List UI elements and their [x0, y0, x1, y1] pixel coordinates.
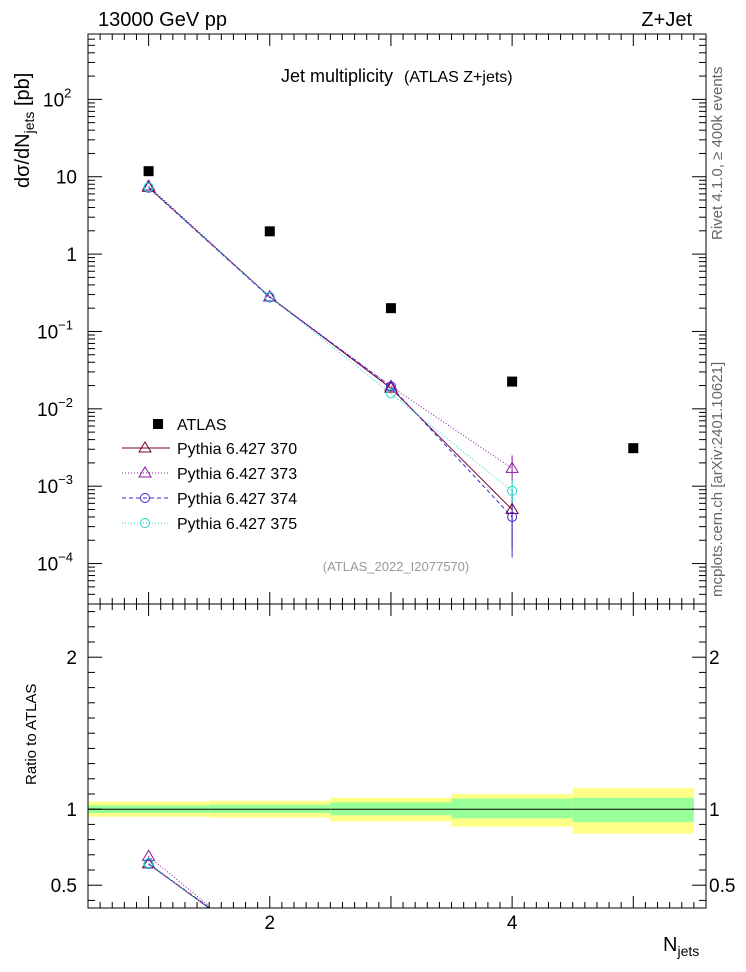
- series-3-line: [148, 187, 513, 518]
- rivet-label: Rivet 4.1.0, ≥ 400k events: [709, 67, 726, 240]
- ratio-y-tick-label-right: 0.5: [709, 876, 735, 897]
- legend-marker-370: [138, 441, 152, 453]
- y-axis-label-sub: jets: [21, 112, 37, 135]
- legend-item-375: Pythia 6.427 375: [122, 516, 297, 533]
- ratio-lines: [141, 849, 213, 908]
- ratio-series-4-line: [148, 862, 209, 908]
- ratio-ticks: [87, 604, 707, 908]
- main-y-tick-label: 102: [43, 85, 71, 111]
- legend-item-370: Pythia 6.427 370: [122, 441, 297, 458]
- legend-marker-373: [138, 466, 152, 478]
- ratio-series-4-point: [143, 858, 154, 869]
- main-y-tick-label: 1: [66, 245, 77, 266]
- ratio-y-axis-label: Ratio to ATLAS: [23, 684, 40, 785]
- ratio-bands: [88, 787, 694, 834]
- analysis-id: (ATLAS_2022_I2077570): [323, 559, 469, 574]
- main-y-tick-base: 10: [37, 322, 58, 343]
- series-1-point: [384, 381, 398, 393]
- series-4-point: [385, 388, 396, 399]
- plot-title: Jet multiplicity: [281, 66, 393, 86]
- legend-marker-atlas: [153, 419, 163, 429]
- mcplots-label: mcplots.cern.ch [arXiv:2401.10621]: [709, 362, 726, 597]
- series-4-line: [148, 186, 513, 492]
- ratio-stat-band: [451, 798, 573, 819]
- series-0-point: [264, 226, 275, 237]
- header-process: Z+Jet: [641, 9, 692, 31]
- main-y-tick-exponent: −1: [58, 317, 73, 332]
- series-4-point: [264, 291, 275, 302]
- ratio-tick-labels: 0.5 0.5 1 1 2 2 2 4: [51, 648, 736, 934]
- legend-label-374: Pythia 6.427 374: [177, 491, 297, 508]
- y-axis-label-main: dσ/dN: [12, 133, 34, 188]
- ratio-y-tick-label-left: 2: [66, 648, 77, 669]
- main-y-tick-exponent: −4: [58, 550, 73, 565]
- ratio-y-tick-label-right: 2: [709, 648, 720, 669]
- ratio-y-tick-label-left: 1: [66, 800, 77, 821]
- legend-marker-375: [140, 518, 150, 528]
- legend-label-373: Pythia 6.427 373: [177, 466, 297, 483]
- main-y-tick-label: 10−2: [37, 395, 73, 421]
- series-4-point: [143, 182, 154, 193]
- x-axis-label-sub: jets: [676, 943, 699, 959]
- series-2-point: [505, 461, 520, 473]
- main-lines: [148, 185, 513, 558]
- main-y-tick-exponent: 2: [64, 85, 71, 100]
- y-axis-label-unit: [pb]: [12, 73, 34, 112]
- main-y-tick-base: 10: [37, 555, 58, 576]
- series-1-line: [148, 186, 513, 510]
- main-y-tick-exponent: −3: [58, 472, 73, 487]
- legend-item-374: Pythia 6.427 374: [122, 491, 297, 508]
- series-4-point: [507, 485, 518, 496]
- series-1-point: [505, 502, 520, 514]
- header-energy: 13000 GeV pp: [98, 9, 227, 31]
- ratio-series-2-line: [148, 855, 213, 908]
- main-y-tick-label: 10−1: [37, 317, 73, 343]
- ratio-y-tick-label-right: 1: [709, 800, 720, 821]
- main-y-tick-base: 10: [43, 90, 64, 111]
- legend-label-atlas: ATLAS: [177, 417, 227, 434]
- main-ticks: [87, 33, 707, 605]
- x-tick-label: 2: [264, 913, 275, 934]
- main-y-tick-label: 10−3: [37, 472, 73, 498]
- x-axis-label-main: N: [663, 934, 677, 956]
- plot-subtitle: (ATLAS Z+jets): [404, 69, 513, 86]
- main-y-tick-base: 10: [37, 400, 58, 421]
- series-2-point: [141, 178, 156, 191]
- series-0-point: [143, 166, 154, 177]
- legend-item-373: Pythia 6.427 373: [122, 466, 297, 483]
- legend: ATLAS Pythia 6.427 370 Pythia 6.427 373 …: [122, 417, 297, 533]
- series-3-point: [507, 511, 518, 522]
- ratio-y-tick-label-left: 0.5: [51, 876, 77, 897]
- series-0-point: [385, 303, 396, 314]
- series-0-point: [628, 443, 639, 454]
- main-y-tick-label: 10−4: [37, 550, 73, 576]
- x-tick-label: 4: [507, 913, 518, 934]
- ratio-stat-band: [572, 797, 694, 823]
- legend-marker-374: [140, 493, 150, 503]
- main-markers: [141, 166, 639, 522]
- main-y-tick-base: 10: [37, 477, 58, 498]
- legend-label-375: Pythia 6.427 375: [177, 516, 297, 533]
- ratio-panel: 0.5 0.5 1 1 2 2 2 4 Ratio to ATLAS Njets: [23, 603, 736, 959]
- main-y-tick-exponent: −2: [58, 395, 73, 410]
- y-axis-label: dσ/dNjets [pb]: [12, 73, 37, 188]
- series-0-point: [507, 376, 518, 387]
- ratio-series-2-point: [141, 849, 156, 861]
- main-y-tick-label: 10: [56, 168, 77, 189]
- series-3-point: [385, 381, 396, 392]
- ratio-frame: [87, 603, 707, 909]
- legend-item-atlas: ATLAS: [153, 417, 227, 434]
- x-axis-label: Njets: [663, 934, 699, 959]
- legend-label-370: Pythia 6.427 370: [177, 441, 297, 458]
